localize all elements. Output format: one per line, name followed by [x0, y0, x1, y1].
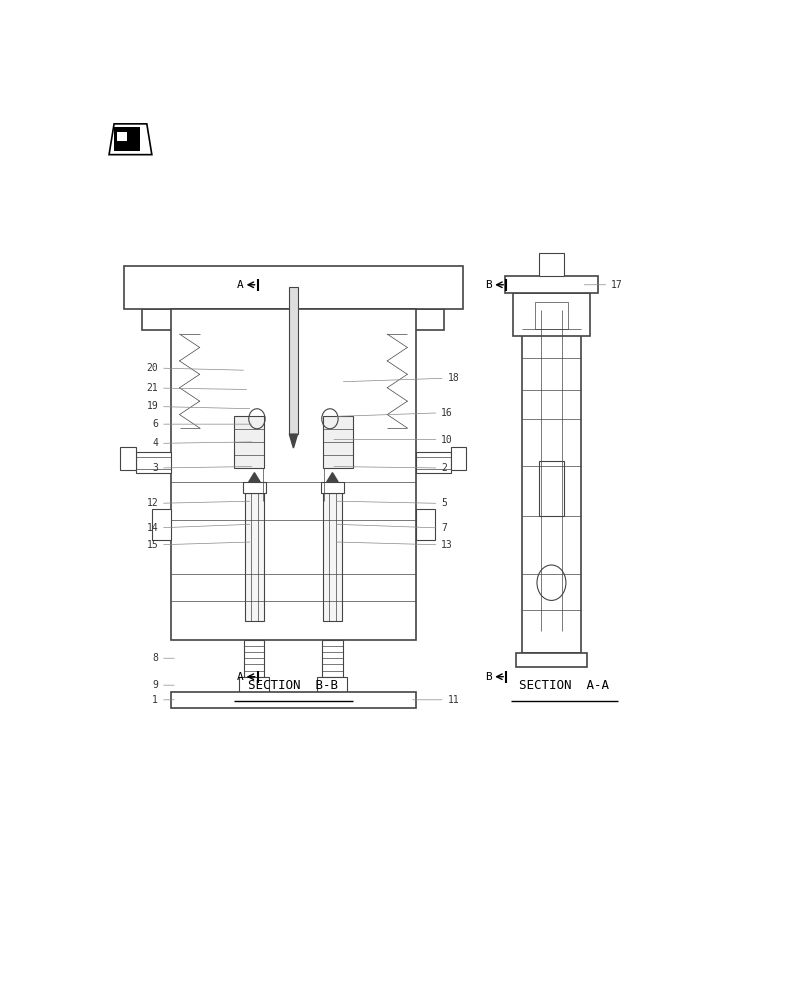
- Text: 19: 19: [146, 401, 250, 411]
- Bar: [320, 482, 343, 493]
- Bar: [136, 452, 170, 473]
- Text: 11: 11: [412, 695, 459, 705]
- Bar: [321, 640, 342, 677]
- Bar: [117, 132, 127, 141]
- Bar: [243, 640, 264, 677]
- Polygon shape: [326, 473, 337, 482]
- Text: 2: 2: [333, 463, 447, 473]
- Bar: [513, 293, 589, 336]
- Bar: [539, 253, 564, 276]
- Text: 1: 1: [152, 695, 174, 705]
- Text: 17: 17: [583, 280, 622, 290]
- Text: 4: 4: [152, 438, 251, 448]
- Bar: [521, 293, 581, 653]
- Bar: [323, 416, 353, 468]
- Text: 16: 16: [337, 408, 453, 418]
- Text: 15: 15: [146, 540, 250, 550]
- Bar: [242, 482, 265, 493]
- Text: B: B: [485, 280, 491, 290]
- Text: SECTION  A-A: SECTION A-A: [518, 679, 608, 692]
- Text: A: A: [237, 672, 243, 682]
- Bar: [416, 509, 435, 540]
- Bar: [316, 677, 347, 694]
- Bar: [516, 653, 586, 667]
- Bar: [238, 677, 269, 694]
- Text: 14: 14: [146, 523, 250, 533]
- Bar: [170, 692, 416, 708]
- Text: 10: 10: [333, 435, 453, 445]
- Text: 12: 12: [146, 498, 250, 508]
- Text: A: A: [237, 280, 243, 290]
- Bar: [539, 461, 564, 516]
- Bar: [289, 287, 297, 434]
- Bar: [450, 447, 466, 470]
- Text: 8: 8: [152, 653, 174, 663]
- Bar: [504, 276, 597, 293]
- Text: 20: 20: [146, 363, 243, 373]
- Bar: [416, 452, 450, 473]
- Bar: [170, 309, 416, 640]
- Text: 5: 5: [337, 498, 447, 508]
- Polygon shape: [248, 473, 260, 482]
- Text: 7: 7: [337, 523, 447, 533]
- Text: B: B: [485, 672, 491, 682]
- Text: 18: 18: [343, 373, 459, 383]
- Bar: [120, 447, 136, 470]
- Text: 21: 21: [146, 383, 247, 393]
- Bar: [114, 127, 139, 151]
- Text: 9: 9: [152, 680, 174, 690]
- Polygon shape: [289, 434, 297, 448]
- Text: 6: 6: [152, 419, 251, 429]
- Bar: [142, 309, 444, 330]
- Text: SECTION  B-B: SECTION B-B: [248, 679, 338, 692]
- Bar: [123, 266, 463, 309]
- Bar: [245, 493, 264, 620]
- Text: 13: 13: [337, 540, 453, 550]
- Text: 3: 3: [152, 463, 251, 473]
- Bar: [152, 509, 170, 540]
- Bar: [534, 302, 567, 329]
- Bar: [323, 493, 341, 620]
- Bar: [234, 416, 264, 468]
